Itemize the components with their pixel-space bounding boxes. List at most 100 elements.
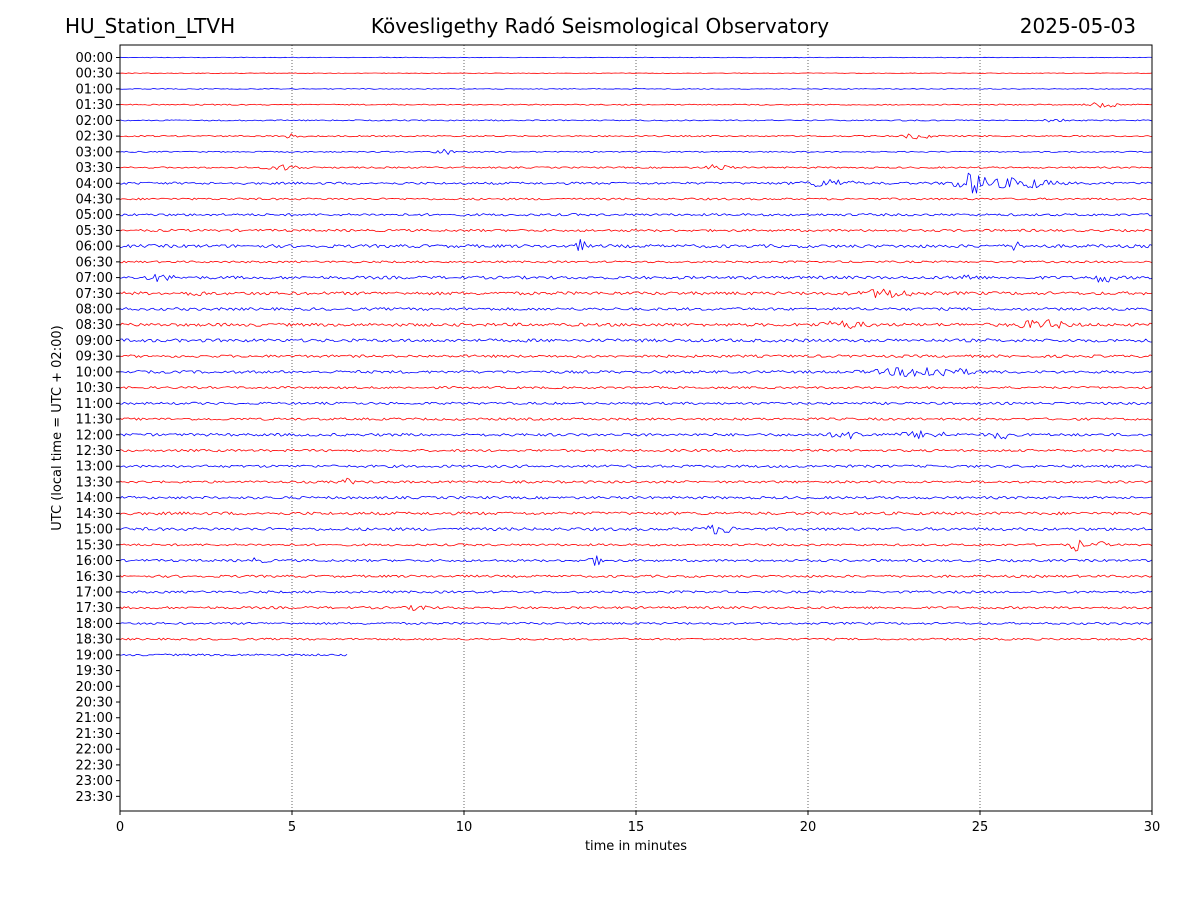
trace-1430: [119, 511, 1153, 516]
x-axis-label: time in minutes: [585, 839, 687, 854]
trace-0100: [119, 88, 1153, 90]
trace-1830: [119, 637, 1153, 641]
trace-1730: [119, 604, 1153, 611]
row-label-0630: 06:30: [76, 255, 113, 270]
row-label-1400: 14:00: [76, 491, 113, 506]
trace-1300: [119, 464, 1153, 468]
trace-0130: [119, 102, 1153, 108]
row-label-2030: 20:30: [76, 696, 113, 711]
trace-0400: [119, 172, 1153, 194]
row-label-2100: 21:00: [76, 711, 113, 726]
trace-1130: [119, 417, 1153, 421]
x-tick-label: 30: [1144, 820, 1161, 835]
x-tick-label: 5: [288, 820, 296, 835]
x-tick-label: 20: [800, 820, 817, 835]
row-label-2330: 23:30: [76, 790, 113, 805]
row-label-1430: 14:30: [76, 507, 113, 522]
row-label-0600: 06:00: [76, 240, 113, 255]
row-label-1630: 16:30: [76, 570, 113, 585]
row-label-0900: 09:00: [76, 334, 113, 349]
row-label-0100: 01:00: [76, 82, 113, 97]
row-label-1100: 11:00: [76, 397, 113, 412]
row-label-0530: 05:30: [76, 224, 113, 239]
row-label-1530: 15:30: [76, 538, 113, 553]
row-label-0030: 00:30: [76, 67, 113, 82]
x-axis-ticks: 0 5 10 15 20 25 30: [116, 811, 1160, 835]
row-label-0700: 07:00: [76, 271, 113, 286]
row-label-1000: 10:00: [76, 365, 113, 380]
row-label-0200: 02:00: [76, 114, 113, 129]
trace-0230: [119, 133, 1153, 140]
trace-1630: [119, 574, 1153, 578]
trace-0830: [119, 319, 1153, 329]
trace-0430: [119, 197, 1153, 201]
trace-0700: [119, 273, 1153, 283]
trace-1600: [119, 555, 1153, 566]
row-label-0430: 04:30: [76, 192, 113, 207]
row-label-0230: 02:30: [76, 130, 113, 145]
row-label-2200: 22:00: [76, 743, 113, 758]
vertical-gridlines: [291, 45, 981, 811]
row-label-1730: 17:30: [76, 601, 113, 616]
row-label-0830: 08:30: [76, 318, 113, 333]
trace-0800: [119, 307, 1153, 311]
row-label-1500: 15:00: [76, 523, 113, 538]
trace-0200: [119, 118, 1153, 123]
record-date: 2025-05-03: [1019, 14, 1136, 38]
trace-0300: [119, 148, 1153, 155]
row-label-1700: 17:00: [76, 585, 113, 600]
trace-0730: [119, 288, 1153, 299]
trace-1400: [119, 495, 1153, 500]
row-label-2130: 21:30: [76, 727, 113, 742]
y-axis-ticks: 00:0000:3001:0001:3002:0002:3003:0003:30…: [76, 51, 120, 805]
trace-0030: [119, 72, 1153, 74]
row-label-1200: 12:00: [76, 428, 113, 443]
row-label-0000: 00:00: [76, 51, 113, 66]
trace-1900: [119, 653, 348, 657]
trace-1230: [119, 448, 1153, 453]
trace-0930: [119, 354, 1153, 358]
row-label-0400: 04:00: [76, 177, 113, 192]
trace-0330: [119, 164, 1153, 171]
trace-1100: [119, 401, 1153, 405]
row-label-1830: 18:30: [76, 633, 113, 648]
row-label-0500: 05:00: [76, 208, 113, 223]
row-label-0330: 03:30: [76, 161, 113, 176]
trace-0000: [119, 56, 1153, 59]
row-label-1900: 19:00: [76, 648, 113, 663]
row-label-1130: 11:30: [76, 413, 113, 428]
row-label-0800: 08:00: [76, 303, 113, 318]
trace-0900: [119, 338, 1153, 343]
row-label-2300: 23:00: [76, 774, 113, 789]
trace-0630: [119, 260, 1153, 264]
trace-1700: [119, 590, 1153, 594]
row-label-2000: 20:00: [76, 680, 113, 695]
row-label-0730: 07:30: [76, 287, 113, 302]
x-tick-label: 0: [116, 820, 124, 835]
trace-0500: [119, 213, 1153, 217]
trace-1330: [119, 477, 1153, 485]
row-label-1230: 12:30: [76, 444, 113, 459]
y-axis-label: UTC (local time = UTC + 02:00): [50, 325, 65, 530]
row-label-1300: 13:00: [76, 460, 113, 475]
row-label-1030: 10:30: [76, 381, 113, 396]
row-label-0300: 03:00: [76, 145, 113, 160]
x-tick-label: 25: [972, 820, 989, 835]
row-label-1330: 13:30: [76, 475, 113, 490]
trace-1200: [119, 430, 1153, 440]
x-tick-label: 10: [456, 820, 473, 835]
row-label-1600: 16:00: [76, 554, 113, 569]
station-name: HU_Station_LTVH: [65, 14, 236, 38]
row-label-1800: 18:00: [76, 617, 113, 632]
row-label-0130: 01:30: [76, 98, 113, 113]
observatory-title: Kövesligethy Radó Seismological Observat…: [370, 14, 830, 38]
x-tick-label: 15: [628, 820, 645, 835]
trace-0600: [119, 238, 1153, 251]
row-label-2230: 22:30: [76, 758, 113, 773]
seismic-traces: [119, 56, 1153, 657]
row-label-0930: 09:30: [76, 350, 113, 365]
trace-0530: [119, 228, 1153, 233]
trace-1030: [119, 386, 1153, 390]
trace-1800: [119, 621, 1153, 625]
